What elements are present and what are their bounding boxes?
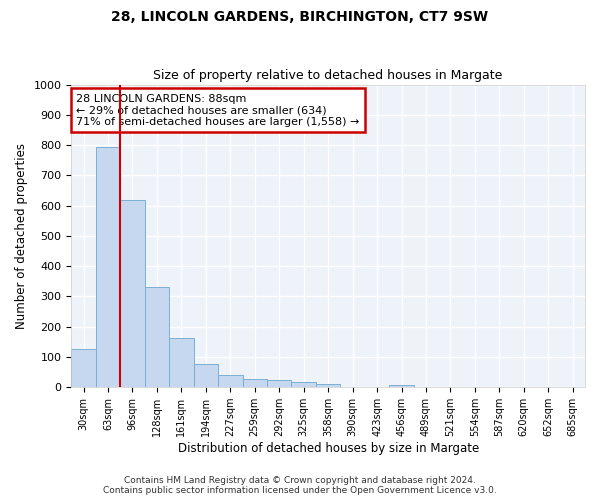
Bar xyxy=(242,378,267,387)
Bar xyxy=(120,200,145,387)
Bar xyxy=(292,382,316,387)
Bar xyxy=(96,146,120,387)
Bar xyxy=(389,385,414,387)
Y-axis label: Number of detached properties: Number of detached properties xyxy=(15,143,28,329)
Bar xyxy=(218,375,242,387)
Bar xyxy=(194,364,218,387)
Text: 28, LINCOLN GARDENS, BIRCHINGTON, CT7 9SW: 28, LINCOLN GARDENS, BIRCHINGTON, CT7 9S… xyxy=(112,10,488,24)
X-axis label: Distribution of detached houses by size in Margate: Distribution of detached houses by size … xyxy=(178,442,479,455)
Bar xyxy=(316,384,340,387)
Bar xyxy=(169,338,194,387)
Text: Contains HM Land Registry data © Crown copyright and database right 2024.
Contai: Contains HM Land Registry data © Crown c… xyxy=(103,476,497,495)
Title: Size of property relative to detached houses in Margate: Size of property relative to detached ho… xyxy=(154,69,503,82)
Bar xyxy=(267,380,292,387)
Bar xyxy=(145,288,169,387)
Text: 28 LINCOLN GARDENS: 88sqm
← 29% of detached houses are smaller (634)
71% of semi: 28 LINCOLN GARDENS: 88sqm ← 29% of detac… xyxy=(76,94,360,127)
Bar xyxy=(71,350,96,387)
